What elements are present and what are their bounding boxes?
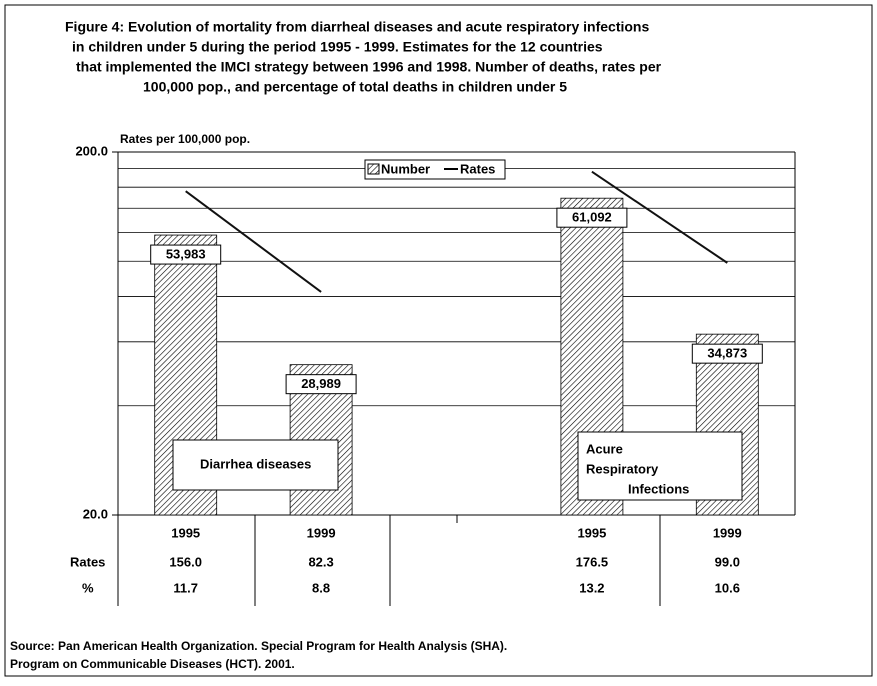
x-tick-label: 1999 [307, 525, 336, 540]
annotation: Diarrhea diseases [200, 456, 311, 471]
annotation: Acure [586, 441, 623, 456]
rate-line [185, 190, 322, 293]
percent-value: 10.6 [715, 580, 740, 595]
percent-value: 8.8 [312, 580, 330, 595]
y-axis-label: Rates per 100,000 pop. [120, 132, 250, 146]
value-label: 61,092 [572, 210, 612, 225]
annotation-box [577, 431, 743, 501]
value-label: 53,983 [166, 246, 206, 261]
legend: Number Rates [364, 159, 506, 180]
y-tick-label: 20.0 [83, 506, 108, 521]
rate-value: 82.3 [308, 554, 333, 569]
annotation: Infections [628, 481, 689, 496]
x-tick-label: 1995 [577, 525, 606, 540]
annotation-box [172, 439, 339, 491]
x-tick-label: 1995 [171, 525, 200, 540]
y-tick-label: 200.0 [75, 143, 108, 158]
legend-swatch [367, 163, 380, 175]
row-label: Rates [70, 554, 105, 569]
legend-label: Number [381, 161, 430, 176]
title-line: Figure 4: Evolution of mortality from di… [65, 19, 649, 35]
value-label: 28,989 [301, 376, 341, 391]
percent-value: 11.7 [173, 580, 198, 595]
row-label: % [82, 580, 94, 595]
rate-value: 156.0 [169, 554, 202, 569]
value-label-box [285, 374, 357, 395]
value-label-box [691, 343, 763, 364]
source: Program on Communicable Diseases (HCT). … [10, 657, 295, 671]
rate-value: 176.5 [576, 554, 609, 569]
percent-value: 13.2 [579, 580, 604, 595]
value-label-box [150, 244, 222, 265]
x-tick-label: 1999 [713, 525, 742, 540]
rate-value: 99.0 [715, 554, 740, 569]
value-label-box [556, 207, 628, 228]
annotation: Respiratory [586, 461, 659, 476]
legend-box [364, 159, 506, 180]
title-line: 100,000 pop., and percentage of total de… [143, 79, 567, 95]
value-label: 34,873 [707, 346, 747, 361]
rate-line [591, 170, 728, 264]
title-line: in children under 5 during the period 19… [72, 39, 603, 55]
legend-label: Rates [460, 161, 495, 176]
title-line: that implemented the IMCI strategy betwe… [76, 59, 662, 75]
source: Source: Pan American Health Organization… [10, 639, 507, 653]
